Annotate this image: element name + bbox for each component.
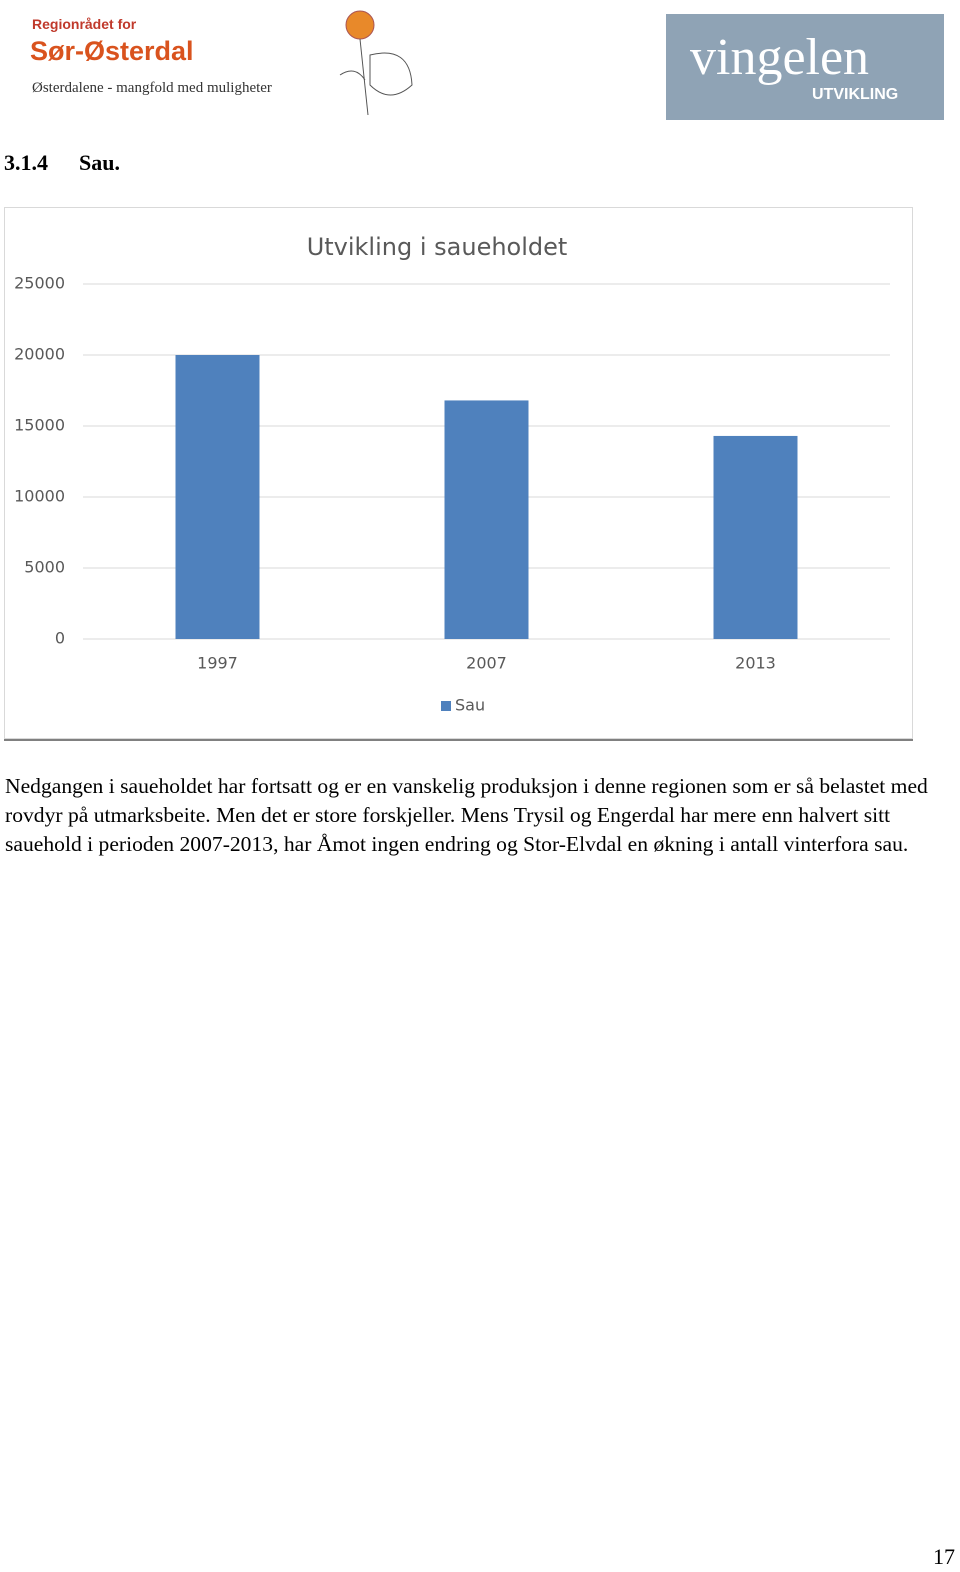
section-number: 3.1.4 [4, 150, 48, 175]
y-tick-label: 5000 [24, 558, 65, 577]
x-tick-label: 2007 [466, 654, 507, 673]
logo-line1: Regionrådet for [32, 16, 137, 32]
y-tick-label: 0 [55, 629, 65, 648]
x-tick-label: 1997 [197, 654, 238, 673]
logo-line2: Sør-Østerdal [30, 36, 194, 66]
bar [444, 400, 529, 639]
flower-logo [339, 10, 413, 116]
logo-sub: UTVIKLING [812, 86, 899, 103]
page-number: 17 [933, 1544, 955, 1569]
paragraph: Nedgangen i saueholdet har fortsatt og e… [5, 774, 928, 856]
legend-swatch [441, 701, 451, 711]
vingelen-logo: vingelen UTVIKLING [666, 14, 944, 120]
logo-tagline: Østerdalene - mangfold med muligheter [32, 80, 272, 96]
chart: Utvikling i saueholdet 0 5000 10000 15000 20… [4, 207, 913, 741]
legend-label: Sau [455, 696, 485, 715]
bar [175, 355, 260, 639]
y-tick-label: 15000 [14, 416, 65, 435]
x-tick-label: 2013 [735, 654, 776, 673]
y-tick-label: 25000 [14, 274, 65, 293]
logo-name: vingelen [690, 29, 870, 86]
y-tick-label: 20000 [14, 345, 65, 364]
chart-title: Utvikling i saueholdet [307, 233, 568, 261]
bar [713, 435, 798, 639]
y-tick-label: 10000 [14, 487, 65, 506]
section-title: Sau. [79, 150, 120, 175]
